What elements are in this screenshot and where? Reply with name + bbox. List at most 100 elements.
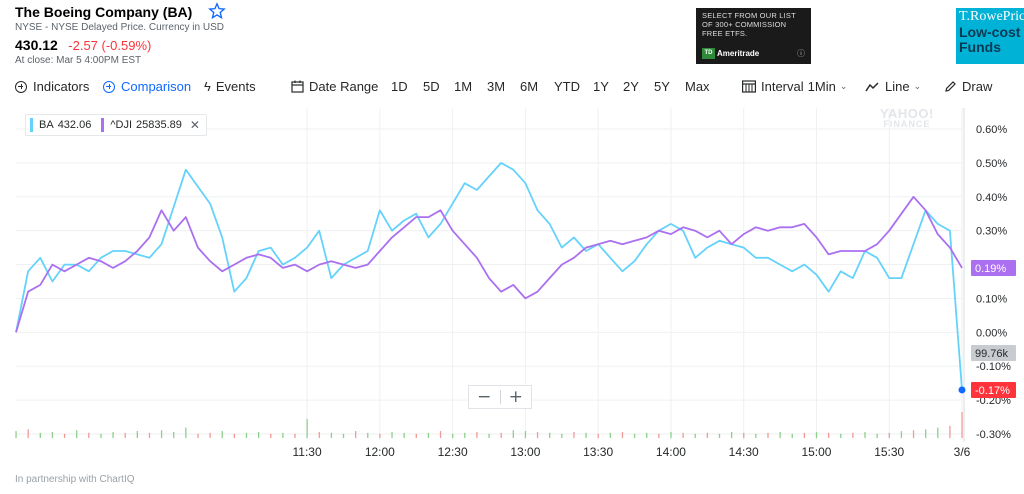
star-icon[interactable] bbox=[208, 2, 226, 20]
volume-bar bbox=[609, 432, 611, 438]
range-6m[interactable]: 6M bbox=[520, 79, 539, 94]
range-ytd[interactable]: YTD bbox=[554, 79, 580, 94]
zoom-in-button[interactable]: + bbox=[501, 386, 532, 408]
volume-bar bbox=[342, 433, 345, 438]
volume-bar bbox=[464, 432, 466, 438]
legend-symbol-dji: ^DJI bbox=[110, 119, 133, 131]
close-time: At close: Mar 5 4:00PM EST bbox=[15, 55, 142, 66]
zoom-controls: − + bbox=[468, 385, 532, 409]
range-1m[interactable]: 1M bbox=[454, 79, 473, 94]
events-button[interactable]: ϟ Events bbox=[204, 79, 256, 94]
draw-button[interactable]: Draw bbox=[944, 79, 992, 94]
date-range-button[interactable]: Date Range bbox=[291, 79, 378, 94]
volume-bar bbox=[646, 432, 648, 438]
volume-bar bbox=[282, 432, 284, 438]
volume-bar bbox=[488, 433, 490, 438]
range-max[interactable]: Max bbox=[685, 79, 710, 94]
volume-bar bbox=[221, 431, 223, 438]
x-tick-label: 13:00 bbox=[510, 445, 540, 459]
volume-bar bbox=[961, 412, 963, 438]
x-tick-label: 12:00 bbox=[365, 445, 395, 459]
volume-bar bbox=[100, 433, 102, 438]
current-price: 430.12 bbox=[15, 37, 58, 53]
ba-last-point bbox=[958, 386, 966, 394]
date-range-label: Date Range bbox=[309, 79, 379, 94]
x-tick-label: 14:00 bbox=[656, 445, 686, 459]
volume-bar bbox=[318, 431, 320, 438]
ba-current-tag-bg bbox=[971, 381, 1016, 398]
volume-bar bbox=[245, 432, 248, 438]
trowe-price-ad[interactable]: T.RowePrice Low-cost Funds bbox=[956, 8, 1024, 64]
zoom-out-button[interactable]: − bbox=[469, 386, 500, 408]
chart-type-selector[interactable]: Line ⌄ bbox=[865, 79, 921, 94]
chart-legend: BA 432.06 ^DJI 25835.89 ✕ bbox=[25, 114, 207, 136]
volume-bar bbox=[912, 430, 915, 438]
td-ameritrade-ad[interactable]: SELECT FROM OUR LIST OF 300+ COMMISSION … bbox=[696, 8, 811, 64]
comparison-button[interactable]: Comparison bbox=[103, 79, 191, 94]
range-5y[interactable]: 5Y bbox=[654, 79, 670, 94]
volume-bar bbox=[694, 433, 696, 438]
volume-bar bbox=[658, 433, 660, 438]
comparison-label: Comparison bbox=[121, 79, 192, 94]
volume-bar bbox=[160, 430, 163, 438]
close-icon[interactable]: ✕ bbox=[189, 118, 200, 132]
interval-selector[interactable]: Interval 1Min ⌄ bbox=[742, 79, 847, 94]
chevron-down-icon: ⌄ bbox=[913, 81, 922, 91]
watermark-line1: YAHOO! bbox=[880, 106, 934, 121]
volume-bar bbox=[743, 432, 745, 438]
volume-bar bbox=[864, 431, 866, 438]
calendar-icon bbox=[291, 80, 304, 93]
td-logo-box: TD bbox=[702, 48, 715, 59]
volume-bar bbox=[524, 431, 527, 438]
indicators-label: Indicators bbox=[33, 79, 90, 94]
legend-swatch-ba bbox=[30, 118, 33, 132]
volume-bar bbox=[500, 432, 502, 438]
range-5d[interactable]: 5D bbox=[423, 79, 440, 94]
legend-symbol-ba: BA bbox=[39, 119, 54, 131]
volume-bar bbox=[124, 432, 126, 438]
legend-item-ba[interactable]: BA 432.06 bbox=[26, 115, 97, 135]
volume-bar bbox=[452, 433, 454, 438]
volume-bar bbox=[876, 433, 878, 438]
volume-bar bbox=[682, 432, 684, 438]
ba-current-tag: -0.17% bbox=[975, 385, 1010, 397]
price-change: -2.57 (-0.59%) bbox=[68, 38, 152, 53]
x-tick-label: 15:00 bbox=[801, 445, 831, 459]
indicators-button[interactable]: Indicators bbox=[15, 79, 89, 94]
range-1y[interactable]: 1Y bbox=[593, 79, 609, 94]
zoom-divider bbox=[499, 390, 501, 404]
volume-bar bbox=[840, 433, 842, 438]
x-tick-label: 14:30 bbox=[729, 445, 759, 459]
volume-bar bbox=[949, 425, 951, 438]
volume-bar bbox=[330, 432, 333, 438]
y-tick-label: 0.30% bbox=[976, 226, 1007, 238]
range-2y[interactable]: 2Y bbox=[623, 79, 639, 94]
volume-bar bbox=[767, 432, 769, 438]
volume-bar bbox=[15, 431, 17, 438]
x-tick-label: 15:30 bbox=[874, 445, 904, 459]
volume-bar bbox=[937, 427, 939, 438]
volume-bar bbox=[476, 431, 478, 438]
range-1d[interactable]: 1D bbox=[391, 79, 408, 94]
pencil-icon bbox=[945, 81, 956, 92]
yahoo-finance-watermark: YAHOO! FINANCE bbox=[880, 106, 934, 130]
volume-bar bbox=[354, 431, 357, 438]
x-tick-label: 3/6 bbox=[954, 445, 971, 459]
dji-line bbox=[15, 195, 963, 333]
volume-bar bbox=[27, 429, 29, 438]
watermark-line2: FINANCE bbox=[883, 119, 931, 129]
volume-bar bbox=[270, 433, 272, 438]
volume-bar bbox=[779, 431, 781, 438]
y-tick-label: -0.30% bbox=[976, 429, 1011, 441]
range-3m[interactable]: 3M bbox=[487, 79, 506, 94]
volume-bar bbox=[51, 431, 54, 438]
volume-bar bbox=[63, 433, 66, 438]
y-tick-label: 0.10% bbox=[976, 293, 1007, 305]
info-icon[interactable]: ⓘ bbox=[797, 49, 805, 58]
volume-bar bbox=[427, 432, 430, 438]
legend-item-dji[interactable]: ^DJI 25835.89 ✕ bbox=[97, 115, 206, 135]
y-tick-label: -0.10% bbox=[976, 361, 1011, 373]
volume-bar bbox=[815, 431, 818, 438]
volume-bar bbox=[706, 432, 709, 438]
